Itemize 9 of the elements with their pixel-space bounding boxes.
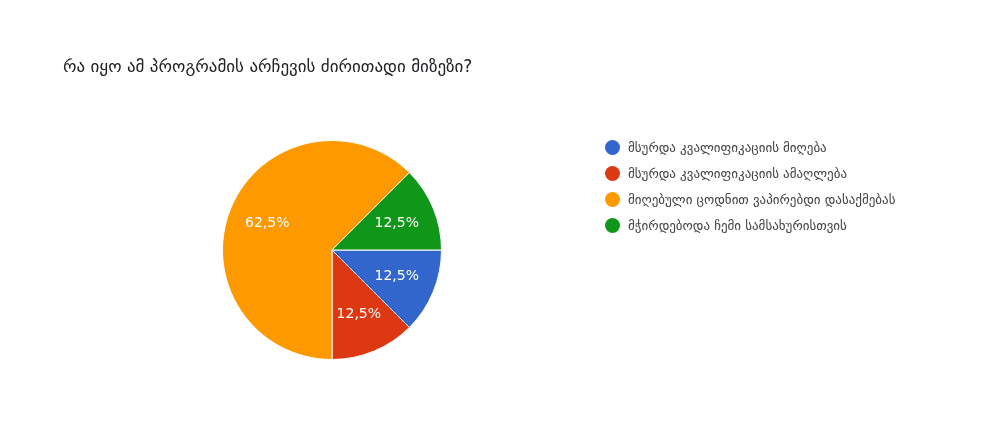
data-label: 12,5% bbox=[336, 305, 382, 322]
legend-label: მსურდა კვალიფიკაციის ამაღლება bbox=[628, 165, 848, 183]
legend-label: მჭირდებოდა ჩემი სამსახურისთვის bbox=[628, 217, 847, 235]
legend-label: მიღებული ცოდნით ვაპირებდი დასაქმებას bbox=[628, 191, 896, 209]
data-label: 62,5% bbox=[245, 213, 290, 230]
chart-title: რა იყო ამ პროგრამის არჩევის ძირითადი მიზეზი? bbox=[63, 56, 473, 76]
data-label: 12,5% bbox=[374, 213, 419, 230]
legend-label: მსურდა კვალიფიკაციის მიღება bbox=[628, 139, 827, 157]
data-label: 12,5% bbox=[374, 267, 419, 284]
